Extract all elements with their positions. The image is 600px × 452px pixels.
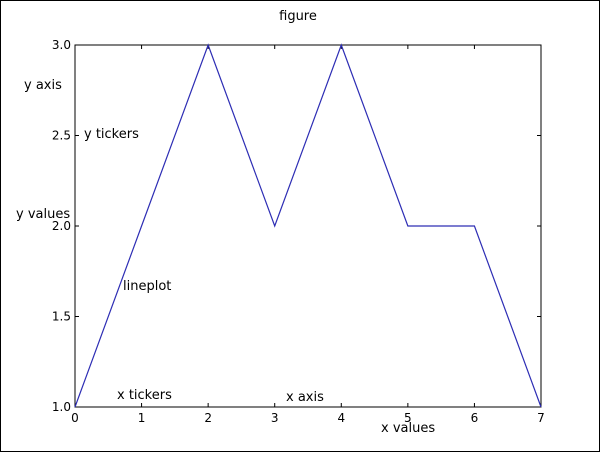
x-tick-label: 6 [471, 411, 479, 425]
series-line [74, 43, 542, 408]
y-tick-label: 1.5 [52, 310, 71, 324]
lineplot-annotation: lineplot [123, 279, 171, 294]
x-tick-label: 5 [404, 411, 412, 425]
y-tick-label: 2.5 [52, 129, 71, 143]
x-tick-label: 4 [337, 411, 345, 425]
chart-title: figure [279, 9, 317, 24]
x-tick-label: 1 [138, 411, 146, 425]
y-values-annotation: y values [16, 207, 70, 222]
y-tick-label: 3.0 [52, 38, 71, 52]
plot-area: 0 1 2 3 4 5 6 7 1.0 1.5 2.0 2.5 3.0 [52, 38, 545, 425]
x-values-annotation: x values [381, 421, 435, 436]
y-axis-annotation: y axis [24, 78, 62, 93]
y-tick-label: 1.0 [52, 400, 71, 414]
x-tick-label: 2 [204, 411, 212, 425]
x-tick-label: 3 [271, 411, 279, 425]
x-tick-label: 7 [537, 411, 545, 425]
y-tickers-annotation: y tickers [84, 127, 139, 142]
x-axis-annotation: x axis [286, 390, 324, 405]
x-tick-label: 0 [71, 411, 79, 425]
x-tickers-annotation: x tickers [117, 388, 172, 403]
y-tick-label: 2.0 [52, 219, 71, 233]
axis-tick-labels: 0 1 2 3 4 5 6 7 1.0 1.5 2.0 2.5 3.0 [52, 38, 545, 425]
